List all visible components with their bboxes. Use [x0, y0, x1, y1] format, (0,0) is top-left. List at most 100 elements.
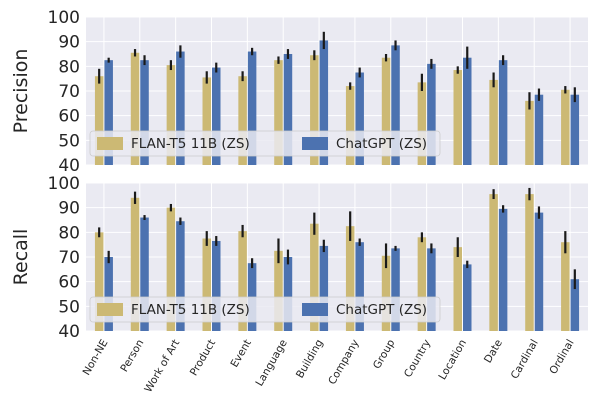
recall-y-tick-label: 90	[58, 199, 80, 219]
recall-bar-flan	[94, 232, 104, 331]
precision-bar-chatgpt	[176, 51, 185, 165]
precision-bar-chatgpt	[355, 72, 364, 165]
precision-bar-flan	[130, 52, 140, 166]
recall-bar-flan	[381, 255, 391, 331]
recall-y-tick-label: 100	[48, 174, 80, 194]
recall-bar-flan	[166, 207, 176, 331]
recall-bar-chatgpt	[104, 257, 113, 331]
recall-bar-chatgpt	[319, 245, 329, 331]
precision-bar-chatgpt	[104, 60, 113, 165]
legend-label-chatgpt: ChatGPT (ZS)	[336, 136, 427, 152]
recall-bar-flan	[453, 247, 462, 331]
precision-bar-flan	[94, 76, 104, 165]
recall-bar-chatgpt	[498, 208, 508, 331]
precision-bar-chatgpt	[319, 40, 329, 165]
precision-y-tick-label: 80	[58, 57, 80, 77]
legend-swatch-flan	[97, 137, 123, 150]
recall-bar-chatgpt	[140, 217, 149, 331]
recall-y-tick-label: 60	[58, 273, 80, 293]
precision-bar-flan	[202, 77, 211, 165]
precision-bar-flan	[238, 76, 247, 165]
precision-y-tick-label: 70	[58, 82, 80, 102]
precision-panel: 40 50 60 70 80 90 100 Precision FLAN-T5 11B (Z…	[10, 8, 588, 176]
precision-bar-chatgpt	[463, 57, 472, 166]
recall-y-tick-label: 40	[58, 322, 80, 342]
precision-y-tick-label: 60	[58, 107, 80, 127]
recall-bar-chatgpt	[283, 257, 293, 331]
precision-y-axis-label: Precision	[10, 49, 32, 134]
recall-bar-flan	[489, 194, 498, 331]
precision-y-tick-label: 100	[48, 8, 80, 28]
x-category-label: Location	[436, 338, 469, 382]
precision-bar-chatgpt	[534, 94, 544, 165]
recall-bar-chatgpt	[427, 248, 436, 331]
recall-bar-flan	[202, 238, 211, 331]
recall-y-tick-label: 70	[58, 248, 80, 268]
recall-bar-chatgpt	[534, 212, 544, 331]
precision-bar-chatgpt	[427, 63, 436, 165]
precision-bar-flan	[453, 70, 462, 165]
recall-bar-chatgpt	[355, 242, 364, 331]
precision-bar-flan	[166, 65, 176, 165]
x-category-label: Building	[294, 338, 326, 381]
x-category-label: Country	[402, 338, 433, 380]
x-category-label: Group	[371, 337, 398, 371]
x-category-label: Date	[482, 338, 505, 366]
precision-y-tick-label: 50	[58, 131, 80, 151]
precision-bar-chatgpt	[570, 94, 580, 165]
precision-bar-flan	[489, 79, 498, 165]
x-category-label: Ordinal	[547, 338, 576, 377]
recall-y-tick-label: 80	[58, 223, 80, 243]
precision-bar-flan	[381, 57, 391, 166]
legend-box	[89, 296, 441, 323]
legend-swatch-flan	[97, 303, 123, 316]
recall-bar-flan	[525, 194, 534, 331]
legend-label-flan: FLAN-T5 11B (ZS)	[131, 136, 250, 152]
recall-bar-flan	[238, 231, 247, 331]
recall-bar-flan	[417, 237, 427, 331]
precision-bar-flan	[561, 89, 570, 165]
precision-bar-chatgpt	[247, 51, 257, 165]
x-category-label: Non-NE	[81, 338, 111, 378]
recall-y-tick-label: 50	[58, 297, 80, 317]
precision-bar-flan	[310, 55, 319, 165]
x-category-label: Product	[188, 338, 218, 379]
precision-bar-chatgpt	[498, 60, 508, 165]
recall-bar-flan	[561, 242, 570, 331]
legend-swatch-chatgpt	[302, 137, 328, 150]
x-category-label: Event	[229, 338, 254, 370]
x-category-label: Cardinal	[509, 338, 541, 382]
recall-bar-chatgpt	[463, 264, 472, 331]
precision-y-tick-label: 90	[58, 33, 80, 53]
precision-bar-flan	[345, 86, 355, 165]
precision-bar-flan	[274, 60, 283, 165]
precision-bar-chatgpt	[140, 60, 149, 165]
x-category-label: Work of Art	[142, 338, 182, 395]
recall-bar-chatgpt	[391, 248, 400, 331]
x-category-label: Company	[326, 338, 361, 387]
precision-bar-flan	[525, 100, 534, 165]
recall-bar-flan	[130, 197, 140, 331]
legend-label-flan: FLAN-T5 11B (ZS)	[131, 302, 250, 318]
recall-bar-flan	[274, 250, 283, 331]
x-category-label: Language	[254, 338, 290, 389]
precision-bar-chatgpt	[283, 54, 293, 165]
recall-panel: 40 50 60 70 80 90 100 Recall FLAN-T5 11B (ZS) …	[10, 174, 588, 342]
x-category-label: Person	[118, 338, 146, 375]
recall-y-axis-label: Recall	[10, 229, 32, 286]
precision-bar-chatgpt	[391, 45, 400, 165]
precision-bar-chatgpt	[212, 67, 221, 165]
precision-legend: FLAN-T5 11B (ZS) ChatGPT (ZS)	[89, 130, 441, 157]
recall-bar-chatgpt	[212, 240, 221, 331]
precision-bar-flan	[417, 82, 427, 165]
legend-label-chatgpt: ChatGPT (ZS)	[336, 302, 427, 318]
precision-y-tick-label: 40	[58, 156, 80, 176]
recall-legend: FLAN-T5 11B (ZS) ChatGPT (ZS)	[89, 296, 441, 323]
recall-bar-chatgpt	[176, 221, 185, 331]
recall-bar-flan	[310, 223, 319, 331]
legend-box	[89, 130, 441, 157]
recall-bar-chatgpt	[570, 279, 580, 331]
recall-bar-flan	[345, 226, 355, 331]
